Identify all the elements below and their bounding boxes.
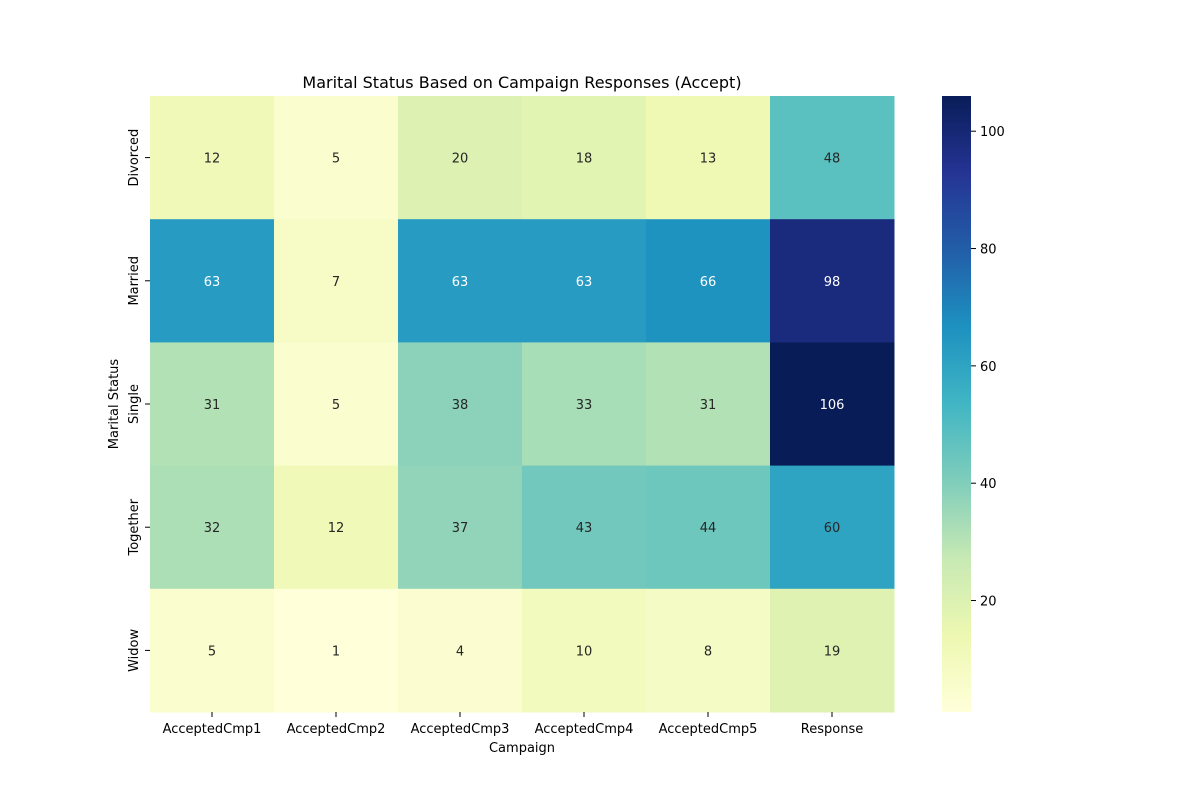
x-tick-label: AcceptedCmp2 — [287, 722, 386, 737]
y-axis-ticks: Divorced Married Single Together Widow — [127, 129, 150, 672]
y-tick-label: Married — [127, 256, 142, 306]
cell-value-label: 60 — [824, 521, 841, 536]
heatmap-cell — [770, 588, 895, 713]
heatmap-cell — [646, 588, 771, 713]
heatmap-cell — [522, 342, 647, 467]
colorbar-tick-label: 40 — [980, 477, 997, 492]
cell-value-label: 44 — [700, 521, 717, 536]
heatmap-cell — [398, 219, 523, 343]
cell-value-label: 63 — [452, 275, 469, 290]
cell-value-label: 4 — [456, 644, 464, 659]
heatmap-cell — [646, 342, 771, 467]
cell-value-label: 5 — [332, 152, 340, 167]
y-tick-label: Divorced — [127, 129, 142, 187]
x-axis-ticks: AcceptedCmp1 AcceptedCmp2 AcceptedCmp3 Acce… — [163, 712, 863, 737]
cell-value-label: 66 — [700, 275, 717, 290]
heatmap-cell — [770, 465, 895, 590]
cell-value-label: 98 — [824, 275, 841, 290]
cell-value-label: 38 — [452, 398, 469, 413]
cell-value-label: 48 — [824, 152, 841, 167]
y-tick-label: Single — [127, 384, 142, 424]
heatmap-cell — [150, 96, 275, 220]
colorbar-tick-label: 60 — [980, 360, 997, 375]
heatmap-cell — [522, 465, 647, 590]
heatmap-cell — [646, 96, 771, 220]
cell-value-label: 31 — [700, 398, 717, 413]
heatmap-cell — [274, 342, 399, 467]
cell-value-label: 7 — [332, 275, 340, 290]
colorbar-tick-label: 100 — [980, 125, 1005, 140]
heatmap-cell — [398, 96, 523, 220]
cell-value-label: 10 — [576, 644, 593, 659]
heatmap-cell — [522, 96, 647, 220]
heatmap-cell — [150, 342, 275, 467]
heatmap-cell — [646, 219, 771, 343]
heatmap-cell — [150, 465, 275, 590]
heatmap-cell — [770, 96, 895, 220]
cell-value-label: 5 — [332, 398, 340, 413]
y-tick-label: Together — [127, 498, 142, 556]
x-tick-label: Response — [801, 722, 863, 737]
heatmap-cell — [150, 219, 275, 343]
x-tick-label: AcceptedCmp5 — [659, 722, 758, 737]
cell-value-label: 32 — [204, 521, 221, 536]
cell-value-label: 37 — [452, 521, 469, 536]
heatmap-cell — [398, 588, 523, 713]
cell-value-label: 19 — [824, 644, 841, 659]
x-tick-label: AcceptedCmp3 — [411, 722, 510, 737]
x-axis-label: Campaign — [489, 741, 555, 756]
heatmap-cell — [274, 219, 399, 343]
cell-value-label: 12 — [328, 521, 345, 536]
cell-value-label: 12 — [204, 152, 221, 167]
y-tick-label: Widow — [127, 629, 142, 672]
cell-value-label: 8 — [704, 644, 712, 659]
cell-value-label: 13 — [700, 152, 717, 167]
cell-value-label: 20 — [452, 152, 469, 167]
heatmap-cell — [522, 219, 647, 343]
heatmap-cell — [274, 588, 399, 713]
cell-value-label: 33 — [576, 398, 593, 413]
heatmap-cell — [274, 465, 399, 590]
cell-value-label: 43 — [576, 521, 593, 536]
cell-value-label: 1 — [332, 644, 340, 659]
heatmap-cell — [398, 342, 523, 467]
colorbar-tick-label: 80 — [980, 243, 997, 258]
heatmap-cell — [770, 342, 895, 467]
colorbar: 20 40 60 80 100 — [942, 96, 1005, 712]
cell-value-label: 18 — [576, 152, 593, 167]
cell-value-label: 31 — [204, 398, 221, 413]
cell-value-label: 5 — [208, 644, 216, 659]
heatmap-cell — [646, 465, 771, 590]
x-tick-label: AcceptedCmp1 — [163, 722, 262, 737]
y-axis-label: Marital Status — [107, 359, 122, 450]
colorbar-tick-label: 20 — [980, 595, 997, 610]
cell-value-label: 63 — [576, 275, 593, 290]
heatmap-cell — [398, 465, 523, 590]
colorbar-gradient — [942, 96, 971, 712]
cell-value-label: 106 — [820, 398, 845, 413]
heatmap-cell — [274, 96, 399, 220]
heatmap-cell — [522, 588, 647, 713]
heatmap-cell — [770, 219, 895, 343]
heatmap-cell — [150, 588, 275, 713]
cell-value-label: 63 — [204, 275, 221, 290]
chart-title: Marital Status Based on Campaign Respons… — [302, 73, 741, 92]
x-tick-label: AcceptedCmp4 — [535, 722, 634, 737]
